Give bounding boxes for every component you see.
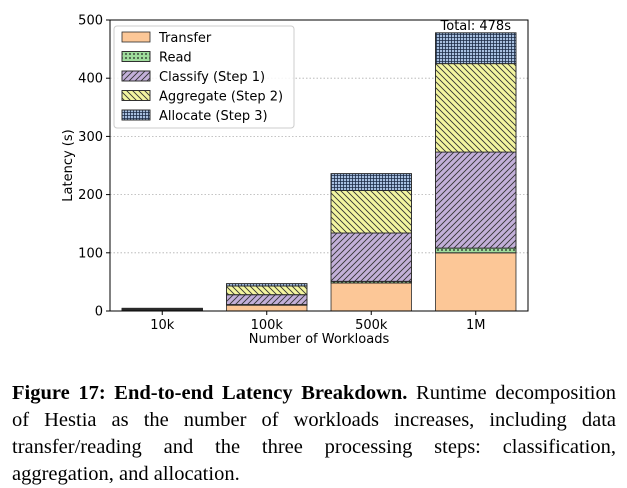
legend-swatch-hatch <box>121 109 151 121</box>
legend-swatch-hatch <box>121 90 151 101</box>
bar-segment-hatch <box>330 232 412 282</box>
bar-segment-hatch <box>330 190 412 234</box>
legend-swatch <box>121 31 151 43</box>
bars <box>121 32 517 312</box>
legend-swatch-hatch <box>121 70 151 82</box>
y-tick-label: 200 <box>78 188 103 203</box>
legend-swatch-hatch <box>121 51 151 62</box>
y-tick-label: 100 <box>78 246 103 261</box>
bar-segment-hatch <box>226 283 308 287</box>
x-tick-label: 500k <box>355 318 388 333</box>
y-tick-label: 500 <box>78 14 103 29</box>
stacked-bar-chart: 0 100 200 300 400 500 10k 100k 500k 1M Total: 478… <box>61 14 529 347</box>
bar-segment-hatch <box>435 247 517 254</box>
total-annotation: Total: 478s <box>440 19 512 34</box>
bar-segment-hatch <box>435 151 517 249</box>
x-tick-label: 1M <box>466 318 486 333</box>
y-tick-label: 400 <box>78 72 103 87</box>
x-axis-label: Number of Workloads <box>249 332 390 347</box>
legend-label: Classify (Step 1) <box>159 70 265 85</box>
bar-segment-hatch <box>226 285 308 296</box>
bar-segment-hatch <box>435 63 517 153</box>
plot-frame <box>109 19 529 312</box>
legend-label: Read <box>159 51 192 66</box>
caption-label: Figure 17: End-to-end Latency Breakdown. <box>12 382 408 404</box>
x-tick-label: 10k <box>150 318 175 333</box>
bar-segment <box>435 252 517 312</box>
bar-segment-hatch <box>226 294 308 305</box>
y-tick-label: 0 <box>95 305 103 320</box>
legend: Transfer Read Classify (Step 1) Aggregate (… <box>113 25 295 129</box>
bar-segment-hatch <box>330 173 412 191</box>
legend-box <box>113 25 295 129</box>
bar-segment-hatch <box>435 32 517 65</box>
y-axis-label: Latency (s) <box>61 129 76 201</box>
x-tick-label: 100k <box>251 318 284 333</box>
axes: 0 100 200 300 400 500 10k 100k 500k 1M <box>78 14 529 333</box>
figure-caption: Figure 17: End-to-end Latency Breakdown.… <box>12 380 616 488</box>
legend-label: Aggregate (Step 2) <box>159 90 283 105</box>
bar-segment <box>330 282 412 312</box>
y-tick-label: 300 <box>78 130 103 145</box>
caption-text: Runtime decomposition of Hestia as the n… <box>12 382 616 485</box>
legend-label: Transfer <box>158 31 212 46</box>
bar-segment <box>226 304 308 312</box>
legend-label: Allocate (Step 3) <box>159 109 268 124</box>
